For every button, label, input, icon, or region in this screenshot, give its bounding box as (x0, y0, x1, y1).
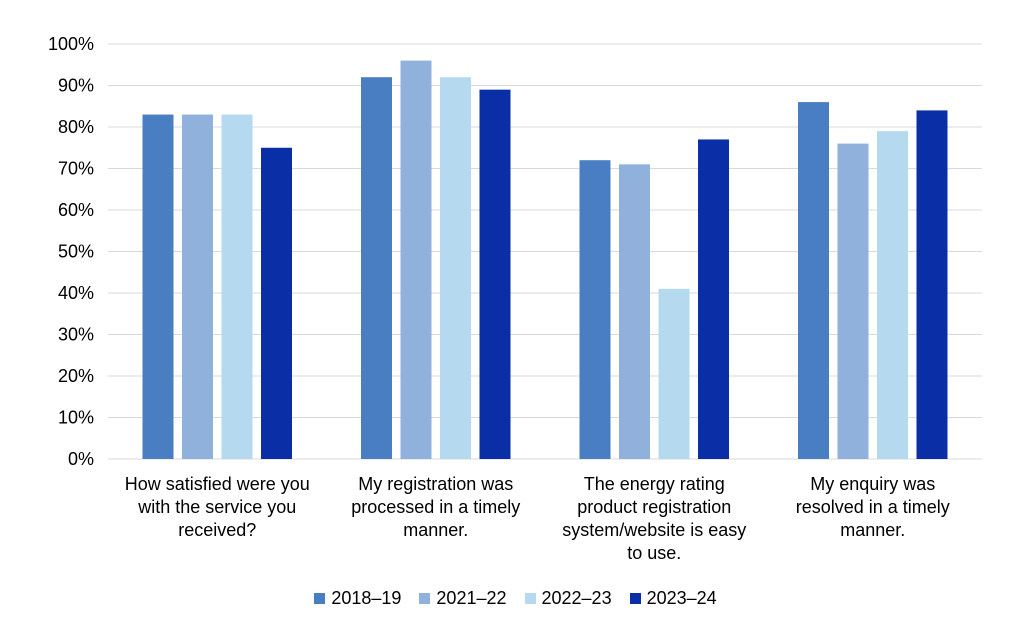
y-tick-label: 20% (58, 366, 94, 386)
bar (142, 114, 174, 460)
x-category-label: My enquiry was resolved in a timely mann… (795, 474, 950, 540)
x-category-label: My registration was processed in a timel… (351, 474, 521, 540)
bar (579, 160, 611, 459)
bar (877, 131, 908, 459)
legend-swatch (419, 593, 431, 604)
bar (361, 77, 392, 459)
y-tick-label: 80% (58, 117, 94, 137)
gridlines (108, 43, 982, 460)
legend-label: 2018–19 (331, 588, 402, 608)
bar (440, 77, 471, 459)
y-tick-label: 90% (58, 76, 94, 96)
bar (698, 139, 729, 459)
bar (837, 143, 869, 459)
legend-item: 2022–23 (524, 588, 612, 609)
bar (261, 147, 292, 459)
y-tick-label: 50% (58, 242, 94, 262)
bar (400, 60, 432, 459)
y-tick-label: 40% (58, 283, 94, 303)
y-axis-tick-labels: 0% 10% 20% 30% 40% 50% 60% 70% 80% 90% 100% (48, 34, 94, 469)
x-category-label: The energy rating product registration s… (562, 474, 747, 563)
legend-item: 2018–19 (314, 588, 401, 609)
legend-label: 2022–23 (541, 588, 612, 608)
y-tick-label: 30% (58, 325, 94, 345)
bar (798, 102, 829, 459)
y-tick-label: 60% (58, 200, 94, 220)
bar (658, 288, 690, 459)
bar (916, 110, 948, 460)
bar (221, 114, 253, 460)
y-tick-label: 0% (68, 449, 94, 469)
y-tick-label: 100% (48, 34, 94, 54)
legend-item: 2021–22 (419, 588, 507, 609)
bar (479, 89, 511, 460)
y-tick-label: 70% (58, 159, 94, 179)
bar (619, 164, 650, 459)
bars (142, 60, 948, 460)
bar (182, 114, 213, 460)
legend-label: 2023–24 (646, 588, 717, 608)
legend-swatch (314, 593, 326, 604)
x-category-label: How satisfied were you with the service … (124, 474, 310, 540)
legend-swatch (629, 593, 641, 604)
legend-swatch (524, 593, 536, 604)
y-tick-label: 10% (58, 408, 94, 428)
legend: 2018–19 2021–22 2022–23 2023–24 (0, 588, 1031, 609)
legend-label: 2021–22 (436, 588, 507, 608)
legend-item: 2023–24 (629, 588, 717, 609)
